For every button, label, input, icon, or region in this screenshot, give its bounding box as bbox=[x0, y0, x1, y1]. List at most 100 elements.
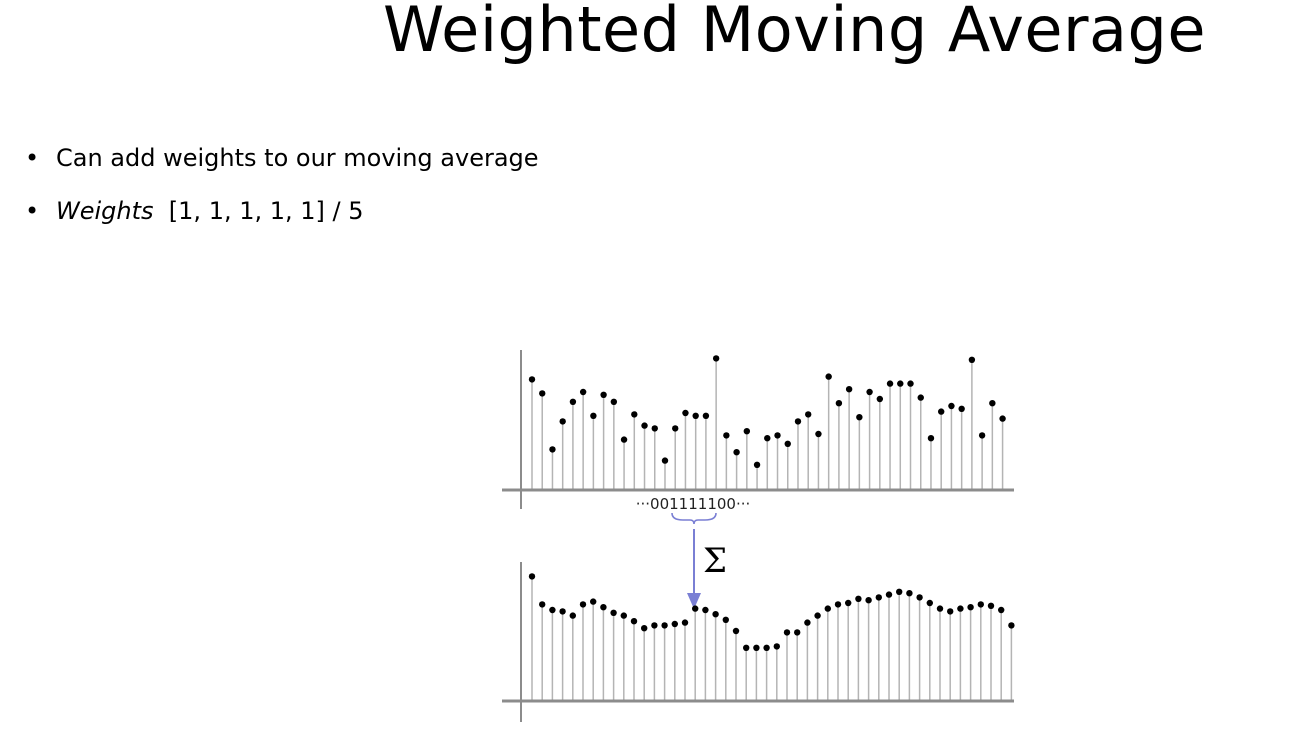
sum-arrow-head bbox=[687, 593, 701, 609]
output-sample-point bbox=[936, 605, 944, 612]
output-sample-point bbox=[692, 605, 699, 612]
output-sample-point bbox=[661, 622, 668, 629]
input-sample-point bbox=[620, 436, 628, 443]
input-sample-point bbox=[978, 432, 986, 439]
output-sample-point bbox=[559, 608, 566, 615]
input-sample-point bbox=[682, 409, 689, 417]
output-sample-point bbox=[549, 606, 556, 614]
input-sample-point bbox=[672, 425, 679, 432]
output-sample-point bbox=[569, 612, 576, 619]
output-sample-point bbox=[528, 573, 536, 580]
input-sample-point bbox=[784, 440, 791, 447]
input-sample-point bbox=[938, 408, 945, 415]
bullet-list: • Can add weights to our moving average •… bbox=[25, 138, 539, 244]
input-sample-point bbox=[968, 356, 976, 363]
input-sample-point bbox=[774, 432, 781, 439]
input-sample-point bbox=[845, 386, 853, 393]
input-sample-point bbox=[743, 428, 751, 435]
output-sample-point bbox=[896, 588, 903, 595]
output-sample-point bbox=[865, 597, 872, 604]
output-sample-point bbox=[967, 604, 974, 611]
input-sample-point bbox=[702, 412, 710, 419]
input-sample-point bbox=[723, 432, 730, 439]
input-signal-plot bbox=[528, 355, 1006, 490]
output-sample-point bbox=[845, 599, 852, 607]
output-signal-plot bbox=[528, 573, 1015, 701]
input-sample-point bbox=[600, 391, 607, 398]
output-sample-point bbox=[824, 605, 831, 612]
input-sample-point bbox=[641, 422, 648, 429]
output-sample-point bbox=[590, 598, 597, 605]
output-sample-point bbox=[579, 601, 587, 608]
output-sample-point bbox=[722, 616, 729, 623]
input-sample-point bbox=[579, 388, 587, 396]
input-sample-point bbox=[876, 395, 884, 403]
input-sample-point bbox=[712, 355, 720, 362]
weights-label: Weights bbox=[56, 197, 154, 225]
sum-symbol: Σ bbox=[703, 541, 727, 581]
input-sample-point bbox=[999, 415, 1006, 422]
output-sample-point bbox=[712, 611, 719, 618]
kernel-brace bbox=[671, 512, 717, 525]
input-sample-point bbox=[989, 400, 996, 407]
input-sample-point bbox=[907, 380, 914, 387]
input-sample-point bbox=[569, 398, 577, 405]
input-sample-point bbox=[927, 435, 935, 442]
input-sample-point bbox=[958, 405, 965, 412]
output-sample-point bbox=[947, 608, 954, 615]
output-sample-point bbox=[916, 594, 923, 601]
output-sample-point bbox=[1008, 622, 1015, 629]
output-sample-point bbox=[885, 591, 893, 598]
input-sample-point bbox=[948, 402, 955, 410]
output-sample-point bbox=[702, 606, 709, 614]
output-sample-point bbox=[600, 604, 607, 611]
input-sample-point bbox=[559, 418, 566, 425]
input-sample-point bbox=[733, 449, 740, 456]
output-sample-point bbox=[834, 601, 842, 608]
output-sample-point bbox=[671, 620, 678, 628]
output-sample-point bbox=[651, 622, 658, 629]
output-sample-point bbox=[906, 590, 913, 597]
output-sample-point bbox=[855, 595, 862, 602]
convolution-figure: ···001111100··· Σ bbox=[502, 350, 1015, 722]
input-sample-point bbox=[661, 457, 669, 464]
output-sample-point bbox=[926, 599, 933, 607]
output-sample-point bbox=[794, 629, 801, 636]
output-sample-point bbox=[977, 601, 984, 608]
input-sample-point bbox=[651, 425, 658, 432]
input-sample-point bbox=[886, 380, 894, 387]
output-sample-point bbox=[539, 601, 546, 608]
output-sample-point bbox=[875, 594, 882, 601]
kernel-label: ···001111100··· bbox=[636, 495, 751, 513]
output-sample-point bbox=[620, 612, 627, 619]
input-sample-point bbox=[794, 418, 802, 425]
output-sample-point bbox=[743, 644, 750, 651]
input-sample-point bbox=[528, 376, 536, 383]
output-sample-point bbox=[957, 605, 964, 612]
input-sample-point bbox=[610, 398, 618, 405]
weights-value: [1, 1, 1, 1, 1] / 5 bbox=[168, 197, 364, 225]
input-sample-point bbox=[815, 430, 822, 438]
input-sample-point bbox=[866, 388, 873, 396]
input-sample-point bbox=[835, 400, 843, 407]
input-sample-point bbox=[897, 380, 904, 387]
output-sample-point bbox=[804, 619, 811, 626]
slide-title: Weighted Moving Average bbox=[383, 0, 1207, 66]
input-sample-point bbox=[805, 411, 812, 418]
output-sample-point bbox=[681, 619, 689, 626]
input-sample-point bbox=[917, 394, 924, 401]
output-sample-point bbox=[987, 602, 995, 609]
bullet-marker: • bbox=[25, 197, 40, 225]
input-sample-point bbox=[825, 373, 832, 380]
input-sample-point bbox=[764, 435, 771, 442]
output-sample-point bbox=[641, 625, 648, 632]
input-sample-point bbox=[856, 414, 863, 421]
output-sample-point bbox=[814, 612, 821, 619]
input-sample-point bbox=[539, 390, 546, 397]
output-sample-point bbox=[610, 609, 617, 616]
output-sample-point bbox=[998, 606, 1005, 614]
input-sample-point bbox=[549, 446, 556, 453]
bullet-item: • Can add weights to our moving average bbox=[25, 138, 539, 191]
output-sample-point bbox=[783, 629, 791, 636]
output-sample-point bbox=[732, 627, 740, 635]
